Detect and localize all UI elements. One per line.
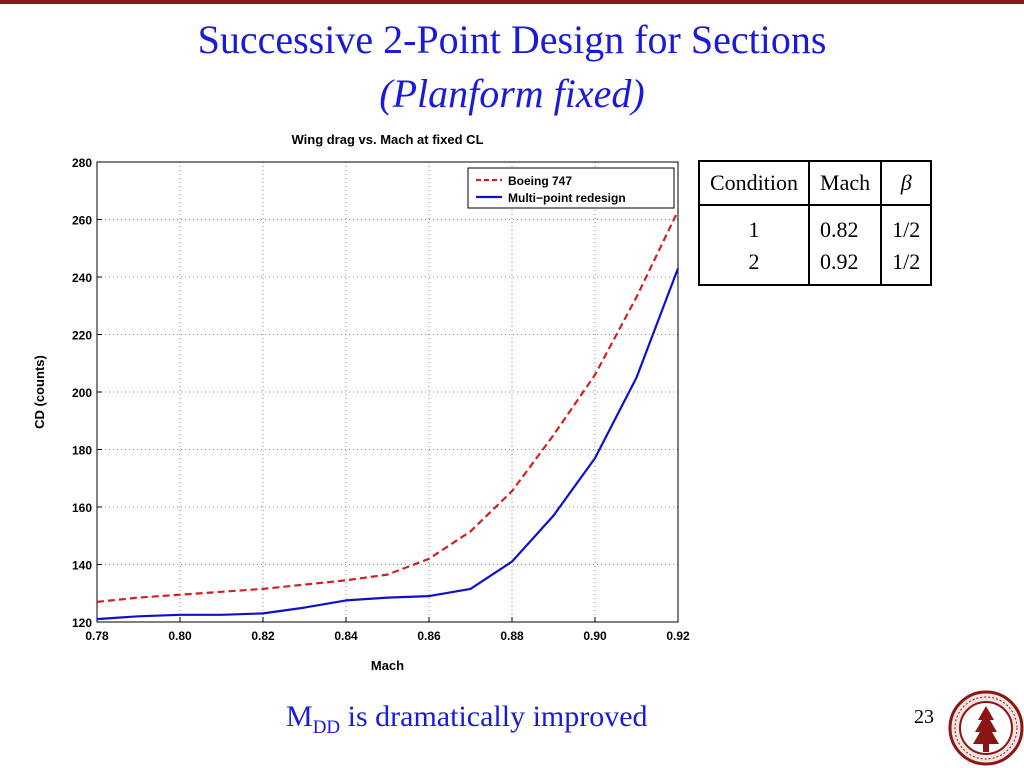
conditions-table: Condition Mach β 1 0.82 1/2 2 0.92 1/2 [697, 160, 933, 286]
plot-area [97, 162, 678, 622]
y-tick-label: 140 [72, 559, 92, 573]
x-tick-label: 0.86 [417, 629, 441, 643]
plot-frame [96, 161, 679, 623]
y-tick-label: 180 [72, 444, 92, 458]
x-tick-label: 0.90 [583, 629, 607, 643]
table-row: 2 0.92 1/2 [697, 246, 933, 286]
footer-prefix: M [286, 700, 313, 733]
chart-title: Wing drag vs. Mach at fixed CL [291, 132, 483, 147]
y-tick-label: 220 [72, 329, 92, 343]
cell-beta: 1/2 [880, 246, 933, 286]
y-tick-label: 200 [72, 386, 92, 400]
x-tick-label: 0.92 [666, 629, 690, 643]
header-beta: β [880, 160, 933, 206]
top-rule [0, 0, 1024, 4]
cell-mach: 0.82 [808, 205, 883, 246]
stanford-seal-logo [948, 690, 1024, 766]
drag-chart: 0.78 0.80 0.82 0.84 0.86 0.88 0.90 0.92 120 140 16… [32, 132, 690, 673]
page-number: 23 [914, 706, 934, 728]
table-row: 1 0.82 1/2 [697, 205, 933, 246]
legend-label: Boeing 747 [508, 174, 572, 188]
y-tick-label: 280 [72, 156, 92, 170]
header-mach: Mach [808, 160, 883, 206]
y-tick-label: 160 [72, 501, 92, 515]
series-line [96, 210, 679, 603]
header-condition: Condition [697, 160, 811, 206]
y-axis-label: CD (counts) [32, 355, 47, 429]
x-tick-label: 0.78 [85, 629, 109, 643]
footer-suffix: is dramatically improved [340, 700, 648, 733]
y-tick-label: 240 [72, 271, 92, 285]
cell-condition: 2 [697, 246, 811, 286]
series-line [96, 268, 680, 621]
x-tick-label: 0.80 [168, 629, 192, 643]
x-tick-label: 0.82 [251, 629, 275, 643]
x-axis-label: Mach [371, 658, 404, 673]
y-tick-label: 260 [72, 214, 92, 228]
cell-mach: 0.92 [808, 246, 883, 286]
legend-label: Multi−point redesign [508, 191, 626, 205]
slide-title: Successive 2-Point Design for Sections [197, 17, 827, 62]
y-tick-label: 120 [72, 616, 92, 630]
footer-subscript: DD [312, 717, 341, 738]
legend-box [467, 167, 675, 209]
footer-note: MDD is dramatically improved [286, 700, 648, 739]
cell-beta: 1/2 [880, 205, 933, 246]
cell-condition: 1 [697, 205, 811, 246]
table-header-row: Condition Mach β [697, 160, 933, 206]
x-tick-label: 0.84 [334, 629, 358, 643]
slide-subtitle: (Planform fixed) [379, 71, 645, 116]
x-tick-label: 0.88 [500, 629, 524, 643]
